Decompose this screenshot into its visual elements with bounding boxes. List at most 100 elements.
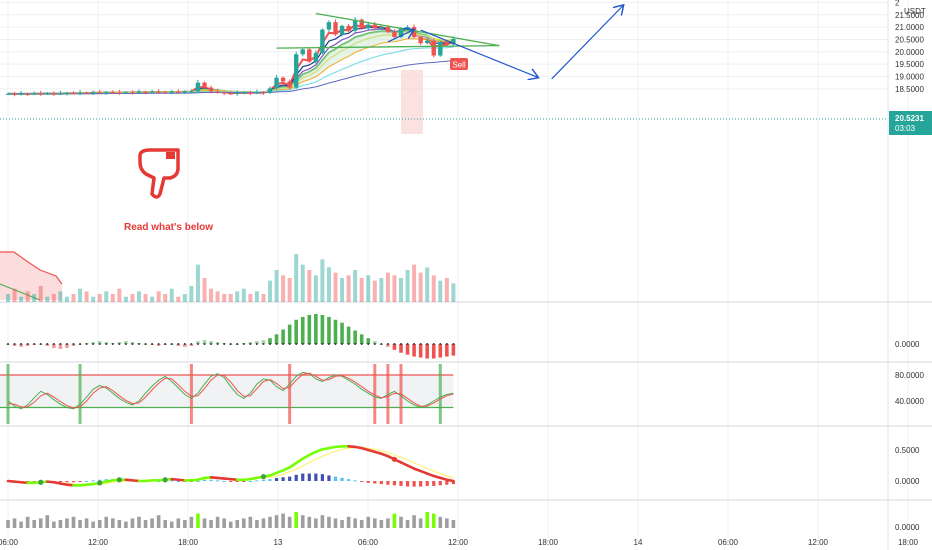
candle[interactable] bbox=[326, 20, 332, 32]
candle[interactable] bbox=[71, 91, 76, 95]
trendline-lower[interactable] bbox=[276, 44, 500, 49]
pane-volume-bar bbox=[392, 513, 397, 528]
candle[interactable] bbox=[346, 23, 351, 33]
candle[interactable] bbox=[58, 90, 63, 96]
candle[interactable] bbox=[333, 19, 338, 36]
candle[interactable] bbox=[12, 91, 17, 97]
wave-bar bbox=[32, 481, 36, 482]
candle-body bbox=[104, 92, 109, 94]
candle[interactable] bbox=[208, 85, 214, 94]
wave-bar bbox=[405, 481, 410, 487]
candle[interactable] bbox=[359, 18, 364, 30]
candle[interactable] bbox=[274, 75, 279, 91]
candle[interactable] bbox=[425, 38, 430, 45]
wave-bar bbox=[274, 477, 279, 481]
candle[interactable] bbox=[195, 79, 201, 94]
candle[interactable] bbox=[163, 90, 168, 94]
volume-bar bbox=[150, 296, 155, 302]
candle-body bbox=[110, 92, 115, 94]
candle[interactable] bbox=[287, 79, 292, 90]
candle[interactable] bbox=[123, 91, 129, 95]
candle[interactable] bbox=[254, 89, 260, 95]
stoch-line bbox=[7, 372, 454, 409]
candle[interactable] bbox=[90, 90, 96, 96]
candle[interactable] bbox=[149, 89, 155, 94]
candle[interactable] bbox=[117, 89, 122, 95]
wave-bar bbox=[392, 481, 397, 486]
candle-body bbox=[45, 93, 50, 95]
candle[interactable] bbox=[248, 90, 253, 96]
volume-bar bbox=[71, 294, 76, 302]
candle[interactable] bbox=[320, 28, 325, 55]
candle[interactable] bbox=[110, 90, 115, 94]
candle[interactable] bbox=[235, 90, 240, 96]
candle[interactable] bbox=[294, 51, 299, 89]
candle[interactable] bbox=[18, 91, 24, 96]
candle[interactable] bbox=[38, 90, 43, 96]
candle[interactable] bbox=[136, 89, 142, 94]
volume-bar bbox=[12, 288, 17, 302]
candle-body bbox=[202, 82, 207, 88]
candle[interactable] bbox=[241, 91, 246, 95]
candle[interactable] bbox=[45, 92, 50, 96]
candle[interactable] bbox=[169, 89, 174, 95]
candle[interactable] bbox=[215, 88, 220, 94]
left-trendline bbox=[0, 283, 41, 301]
candle[interactable] bbox=[221, 91, 227, 96]
candle[interactable] bbox=[32, 91, 37, 96]
candle[interactable] bbox=[379, 25, 384, 31]
candle[interactable] bbox=[104, 91, 109, 95]
candle[interactable] bbox=[366, 22, 371, 31]
candle[interactable] bbox=[202, 81, 207, 89]
candle-body bbox=[392, 32, 397, 37]
sell-badge[interactable]: Sell bbox=[450, 58, 468, 70]
candle[interactable] bbox=[189, 89, 194, 93]
candle[interactable] bbox=[156, 89, 161, 95]
wave-bar bbox=[196, 481, 200, 482]
zero-dot bbox=[439, 343, 442, 345]
candle[interactable] bbox=[176, 89, 181, 94]
candle[interactable] bbox=[392, 29, 397, 39]
zero-dot bbox=[229, 343, 232, 345]
zero-dot bbox=[216, 343, 219, 345]
candle[interactable] bbox=[418, 35, 423, 46]
candle[interactable] bbox=[25, 92, 30, 97]
oscillator-bar bbox=[58, 344, 63, 349]
pane-volume-bar bbox=[156, 515, 161, 528]
candle[interactable] bbox=[51, 91, 57, 96]
volume-bar bbox=[182, 294, 187, 302]
candle[interactable] bbox=[228, 91, 233, 96]
zero-dot bbox=[262, 343, 265, 345]
candle[interactable] bbox=[261, 91, 266, 95]
oscillator-bar bbox=[366, 338, 371, 344]
candle[interactable] bbox=[84, 91, 89, 95]
candle[interactable] bbox=[97, 89, 102, 95]
candle[interactable] bbox=[431, 37, 436, 58]
candle[interactable] bbox=[267, 86, 273, 95]
zero-dot bbox=[65, 343, 68, 345]
volume-bar bbox=[45, 296, 50, 302]
projection-arrow[interactable] bbox=[551, 5, 624, 80]
candle[interactable] bbox=[5, 92, 11, 96]
candle[interactable] bbox=[280, 76, 286, 83]
candle[interactable] bbox=[339, 24, 345, 37]
zero-dot bbox=[419, 343, 422, 345]
candle[interactable] bbox=[143, 90, 148, 95]
candle[interactable] bbox=[313, 50, 319, 64]
candle[interactable] bbox=[77, 90, 83, 96]
candle[interactable] bbox=[300, 48, 305, 57]
projection-arrow[interactable] bbox=[420, 29, 539, 78]
candle[interactable] bbox=[438, 40, 443, 57]
projection-arrow[interactable] bbox=[387, 30, 414, 43]
pane-volume-bar bbox=[176, 518, 181, 528]
volume-bar bbox=[32, 294, 37, 302]
candle[interactable] bbox=[130, 90, 135, 95]
candle[interactable] bbox=[64, 91, 70, 96]
candle[interactable] bbox=[352, 16, 358, 33]
candle[interactable] bbox=[307, 47, 312, 63]
candle[interactable] bbox=[182, 90, 188, 95]
candle-body bbox=[189, 91, 194, 93]
oscillator-bar bbox=[431, 344, 436, 359]
oscillator-tick: 0.0000 bbox=[895, 340, 920, 349]
